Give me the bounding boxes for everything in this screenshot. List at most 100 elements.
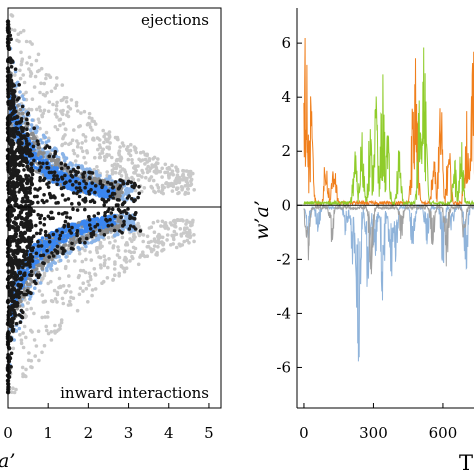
scatter-point xyxy=(137,157,141,162)
scatter-point xyxy=(177,180,182,185)
scatter-point xyxy=(110,207,115,212)
scatter-point xyxy=(18,68,22,73)
scatter-point xyxy=(93,122,98,126)
scatter-point xyxy=(176,186,180,190)
scatter-point xyxy=(104,200,108,204)
scatter-point xyxy=(58,284,63,289)
scatter-point xyxy=(110,155,114,160)
scatter-point xyxy=(102,233,107,237)
scatter-point xyxy=(12,190,17,195)
scatter-point xyxy=(170,189,175,193)
scatter-point xyxy=(53,112,58,116)
scatter-point xyxy=(121,196,125,201)
scatter-point xyxy=(116,245,120,249)
scatter-point xyxy=(13,301,18,306)
scatter-point xyxy=(61,251,65,256)
scatter-point xyxy=(165,166,170,171)
scatter-point xyxy=(111,196,115,200)
scatter-point xyxy=(160,241,164,245)
right-plot-area xyxy=(303,37,474,362)
scatter-point xyxy=(129,180,133,185)
scatter-point xyxy=(175,173,180,177)
scatter-point xyxy=(98,243,103,248)
right-x-axis-title-fragment: T xyxy=(459,451,473,474)
scatter-point xyxy=(28,40,32,44)
scatter-point xyxy=(49,210,54,215)
scatter-point xyxy=(27,351,31,355)
scatter-point xyxy=(119,210,123,214)
line-series-2 xyxy=(303,204,474,362)
scatter-point xyxy=(84,199,88,203)
scatter-point xyxy=(173,224,178,229)
scatter-point xyxy=(96,233,101,238)
scatter-point xyxy=(39,228,43,232)
scatter-point xyxy=(141,239,145,244)
scatter-point xyxy=(133,146,138,151)
scatter-point xyxy=(72,128,76,132)
scatter-point xyxy=(60,230,64,235)
scatter-point xyxy=(21,28,26,33)
scatter-point xyxy=(61,122,66,126)
scatter-point xyxy=(143,157,148,162)
scatter-point xyxy=(136,221,140,226)
scatter-point xyxy=(130,219,134,224)
scatter-point xyxy=(87,115,92,120)
scatter-point xyxy=(25,178,31,183)
scatter-point xyxy=(122,219,126,224)
scatter-point xyxy=(130,158,134,162)
right-y-tick-label: 4 xyxy=(281,88,291,106)
scatter-point xyxy=(98,240,103,245)
scatter-point xyxy=(15,98,20,102)
scatter-point xyxy=(133,198,137,202)
scatter-point xyxy=(160,188,165,192)
scatter-point xyxy=(17,111,21,116)
scatter-point xyxy=(102,263,107,268)
scatter-point xyxy=(18,30,23,35)
scatter-point xyxy=(71,228,76,233)
scatter-point xyxy=(121,182,125,186)
scatter-point xyxy=(42,81,46,86)
scatter-point xyxy=(29,152,34,158)
scatter-point xyxy=(55,127,60,132)
scatter-point xyxy=(132,232,136,236)
scatter-point xyxy=(45,91,49,95)
scatter-point xyxy=(144,175,148,180)
scatter-point xyxy=(168,183,173,188)
scatter-point xyxy=(51,177,56,182)
right-line-panel: 6 4 2 0 -2 -4 -6 0 300 600 xyxy=(276,8,474,442)
scatter-point xyxy=(25,117,29,122)
scatter-point xyxy=(83,139,88,143)
scatter-point xyxy=(38,247,42,251)
scatter-point xyxy=(112,267,117,271)
scatter-point xyxy=(74,173,78,177)
scatter-point xyxy=(120,235,125,240)
scatter-point xyxy=(121,227,125,232)
scatter-point xyxy=(42,300,47,304)
scatter-point xyxy=(40,198,45,203)
scatter-point xyxy=(86,121,91,126)
scatter-point xyxy=(66,303,71,307)
scatter-point xyxy=(46,264,50,268)
scatter-point xyxy=(20,178,26,183)
scatter-point xyxy=(32,85,37,89)
scatter-point xyxy=(133,188,138,193)
scatter-point xyxy=(172,218,177,223)
scatter-point xyxy=(99,235,103,239)
scatter-point xyxy=(19,146,24,151)
scatter-point xyxy=(92,176,97,181)
scatter-point xyxy=(168,221,173,225)
scatter-point xyxy=(108,217,112,222)
scatter-point xyxy=(121,201,126,206)
scatter-point xyxy=(75,308,80,313)
scatter-point xyxy=(66,114,71,119)
scatter-point xyxy=(45,161,49,165)
scatter-point xyxy=(140,168,144,173)
scatter-point xyxy=(136,178,141,182)
scatter-point xyxy=(68,161,73,165)
scatter-point xyxy=(58,123,62,128)
scatter-point xyxy=(107,130,112,134)
scatter-point xyxy=(19,117,24,121)
scatter-point xyxy=(115,157,119,162)
scatter-point xyxy=(34,251,39,256)
scatter-point xyxy=(27,107,31,112)
